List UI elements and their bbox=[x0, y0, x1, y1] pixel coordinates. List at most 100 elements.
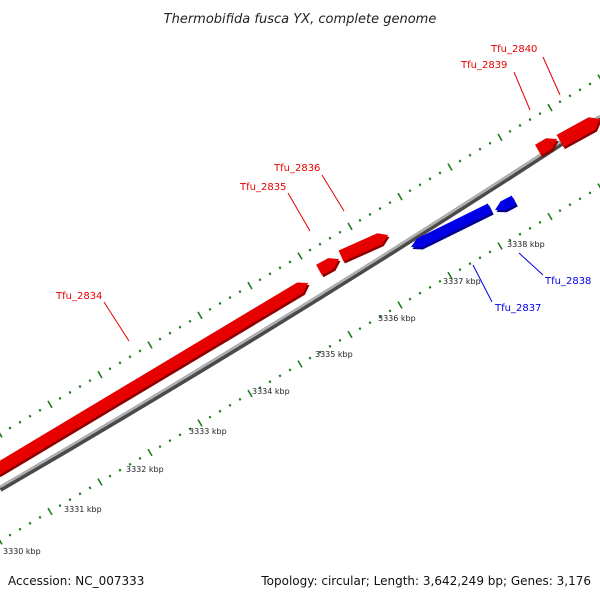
inner-track-tick bbox=[88, 486, 92, 490]
inner-track-tick bbox=[97, 478, 103, 486]
scale-label-3335: 3335 kbp bbox=[315, 350, 353, 359]
outer-track-tick bbox=[438, 171, 442, 175]
gene-arrow-tfu-2838[interactable] bbox=[495, 195, 517, 211]
gene-label-connectors bbox=[103, 56, 561, 342]
gene-arrow-tfu-2835[interactable] bbox=[316, 258, 339, 276]
inner-track-tick bbox=[278, 374, 282, 378]
inner-track-tick bbox=[358, 327, 362, 331]
inner-track-tick bbox=[118, 468, 122, 472]
outer-track-tick bbox=[358, 218, 362, 222]
outer-track-tick bbox=[97, 370, 103, 379]
outer-track-tick bbox=[288, 260, 292, 264]
gene-label-tfu-2834[interactable]: Tfu_2834 bbox=[55, 291, 102, 302]
gene-arrow-tfu-2836[interactable] bbox=[338, 233, 388, 262]
outer-track-tick bbox=[47, 400, 53, 409]
inner-track-tick bbox=[538, 220, 542, 224]
outer-track-tick bbox=[238, 290, 242, 294]
label-connector-line bbox=[103, 301, 130, 342]
inner-track-tick bbox=[268, 380, 272, 384]
inner-track-tick bbox=[178, 433, 182, 437]
outer-track-tick bbox=[308, 248, 312, 252]
outer-track-tick bbox=[147, 341, 153, 349]
inner-track-tick bbox=[418, 291, 422, 295]
outer-track-tick bbox=[558, 100, 562, 104]
outer-track-tick bbox=[368, 212, 372, 216]
outer-track-tick bbox=[338, 230, 342, 234]
scale-label-3336: 3336 kbp bbox=[378, 314, 416, 323]
outer-track-tick bbox=[318, 242, 322, 246]
gene-arrow-tfu-2837[interactable] bbox=[411, 203, 493, 248]
scale-label-3333: 3333 kbp bbox=[189, 427, 227, 436]
inner-track-tick bbox=[408, 297, 412, 301]
scale-label-3338: 3338 kbp bbox=[507, 240, 545, 249]
inner-track-tick bbox=[388, 309, 392, 313]
outer-track-tick bbox=[378, 207, 382, 211]
outer-track-tick bbox=[188, 319, 192, 323]
outer-track-tick bbox=[408, 189, 412, 193]
gene-label-tfu-2839[interactable]: Tfu_2839 bbox=[460, 60, 507, 71]
gene-label-tfu-2837[interactable]: Tfu_2837 bbox=[494, 303, 541, 314]
outer-track-tick bbox=[478, 147, 482, 151]
inner-track-tick bbox=[588, 191, 592, 195]
outer-track-tick bbox=[108, 367, 112, 371]
inner-track-tick bbox=[168, 439, 172, 443]
gene-arrow-tfu-2834[interactable] bbox=[0, 282, 308, 476]
gene-label-tfu-2835[interactable]: Tfu_2835 bbox=[239, 182, 286, 193]
outer-track-tick bbox=[258, 278, 262, 282]
outer-track-tick bbox=[397, 192, 403, 201]
outer-track-tick bbox=[118, 361, 122, 365]
inner-track-tick bbox=[528, 226, 532, 230]
inner-track-tick bbox=[47, 507, 53, 516]
outer-track-tick bbox=[528, 118, 532, 122]
inner-track-tick bbox=[18, 527, 22, 531]
outer-track-tick bbox=[328, 236, 332, 240]
inner-track-tick bbox=[128, 462, 132, 466]
outer-track-tick bbox=[138, 349, 142, 353]
gene-label-tfu-2840[interactable]: Tfu_2840 bbox=[490, 44, 537, 55]
reverse-strand-genes bbox=[411, 195, 518, 250]
inner-track-tick bbox=[138, 456, 142, 460]
inner-track-tick bbox=[228, 403, 232, 407]
inner-track-tick bbox=[558, 209, 562, 213]
outer-track-tick bbox=[578, 88, 582, 92]
outer-track-tick bbox=[418, 183, 422, 187]
outer-track-tick bbox=[158, 337, 162, 341]
inner-track-tick bbox=[397, 301, 403, 309]
inner-track-tick bbox=[568, 203, 572, 207]
inner-track-tick bbox=[488, 250, 492, 254]
inner-track-tick bbox=[38, 515, 42, 519]
inner-track-tick bbox=[578, 197, 582, 201]
outer-track-tick bbox=[588, 82, 592, 86]
outer-track-tick bbox=[208, 307, 212, 311]
inner-track-tick bbox=[547, 212, 553, 221]
outer-track-tick bbox=[347, 222, 353, 231]
outer-track-tick bbox=[228, 296, 232, 300]
inner-track-tick bbox=[338, 338, 342, 342]
gene-label-tfu-2838[interactable]: Tfu_2838 bbox=[544, 276, 591, 287]
gene-arrow-tfu-2839[interactable] bbox=[535, 138, 557, 156]
inner-track-tick bbox=[188, 427, 192, 431]
inner-track-tick bbox=[308, 356, 312, 360]
outer-track-tick bbox=[197, 311, 203, 320]
inner-track-tick bbox=[288, 368, 292, 372]
scale-label-3337: 3337 kbp bbox=[443, 277, 481, 286]
inner-track-tick bbox=[478, 256, 482, 260]
label-connector-line bbox=[542, 56, 561, 96]
inner-track-tick bbox=[458, 268, 462, 272]
inner-track-tick bbox=[378, 315, 382, 319]
gene-label-tfu-2836[interactable]: Tfu_2836 bbox=[273, 163, 320, 174]
inner-track-tick bbox=[497, 242, 503, 250]
outer-track-tick bbox=[88, 379, 92, 383]
outer-track-tick bbox=[28, 414, 32, 418]
gene-arrow-tfu-2840[interactable] bbox=[556, 117, 600, 148]
inner-track-tick bbox=[318, 350, 322, 354]
inner-track-tick bbox=[258, 386, 262, 390]
accession-text: Accession: NC_007333 bbox=[8, 574, 145, 588]
outer-track-tick bbox=[488, 141, 492, 145]
outer-track-tick bbox=[78, 385, 82, 389]
inner-track-tick bbox=[58, 504, 62, 508]
forward-strand-genes bbox=[0, 117, 600, 478]
scale-label-3330: 3330 kbp bbox=[3, 547, 41, 556]
outer-tick-track bbox=[0, 74, 600, 438]
